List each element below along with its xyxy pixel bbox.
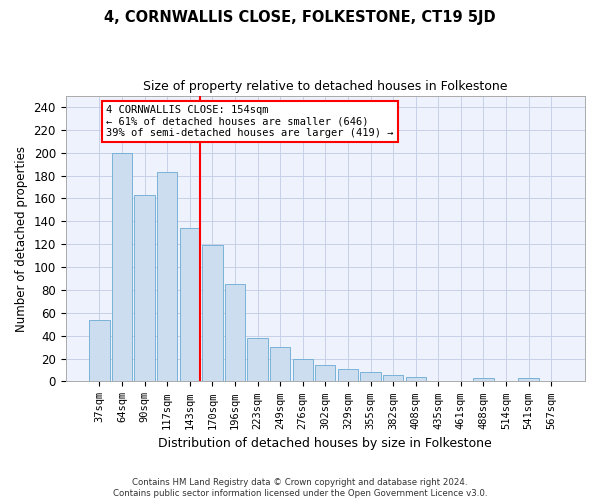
Bar: [202, 246, 223, 382]
Bar: [338, 369, 358, 382]
Text: 4, CORNWALLIS CLOSE, FOLKESTONE, CT19 5JD: 4, CORNWALLIS CLOSE, FOLKESTONE, CT19 5J…: [104, 10, 496, 25]
Title: Size of property relative to detached houses in Folkestone: Size of property relative to detached ho…: [143, 80, 508, 93]
Bar: [473, 378, 494, 382]
Bar: [157, 172, 178, 382]
Bar: [361, 372, 380, 382]
Bar: [112, 152, 132, 382]
Text: Contains HM Land Registry data © Crown copyright and database right 2024.
Contai: Contains HM Land Registry data © Crown c…: [113, 478, 487, 498]
X-axis label: Distribution of detached houses by size in Folkestone: Distribution of detached houses by size …: [158, 437, 492, 450]
Y-axis label: Number of detached properties: Number of detached properties: [15, 146, 28, 332]
Bar: [247, 338, 268, 382]
Bar: [270, 347, 290, 382]
Bar: [225, 284, 245, 382]
Bar: [134, 195, 155, 382]
Bar: [518, 378, 539, 382]
Bar: [383, 374, 403, 382]
Bar: [293, 358, 313, 382]
Bar: [179, 228, 200, 382]
Bar: [315, 366, 335, 382]
Bar: [406, 377, 426, 382]
Bar: [89, 320, 110, 382]
Text: 4 CORNWALLIS CLOSE: 154sqm
← 61% of detached houses are smaller (646)
39% of sem: 4 CORNWALLIS CLOSE: 154sqm ← 61% of deta…: [106, 104, 394, 138]
